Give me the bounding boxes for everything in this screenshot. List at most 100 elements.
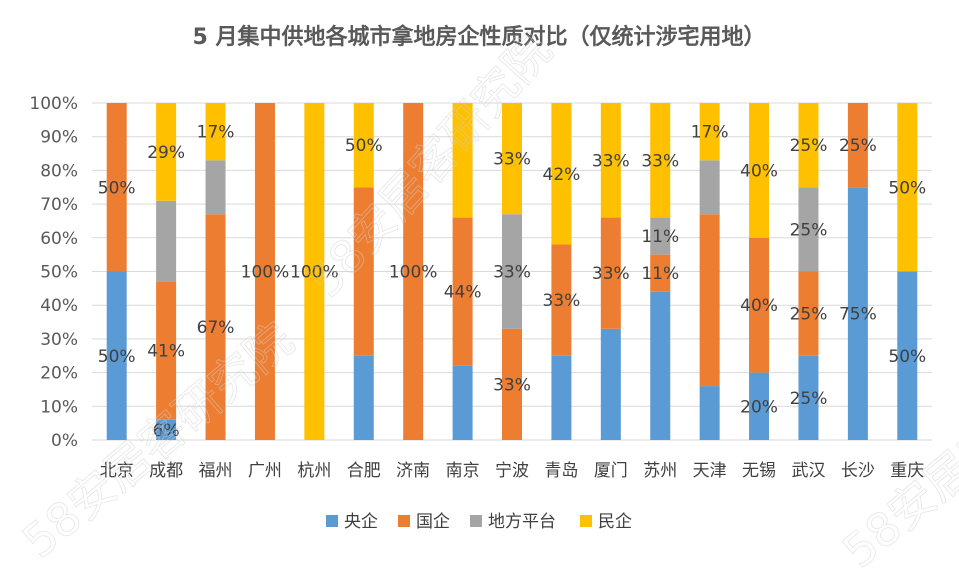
bar-segment [897, 271, 918, 440]
data-label: 50% [98, 178, 136, 198]
x-category-label: 武汉 [791, 461, 825, 481]
y-tick-label: 40% [40, 296, 78, 316]
bar-segment [205, 214, 226, 440]
bar-segment [353, 355, 374, 440]
legend: 央企 国企 地方平台 民企 [326, 512, 632, 532]
data-label: 100% [389, 263, 438, 283]
data-label: 50% [888, 178, 926, 198]
x-category-label: 苏州 [643, 461, 677, 481]
bar-segment [650, 291, 671, 440]
y-tick-label: 60% [40, 229, 78, 249]
bar-segment [749, 103, 770, 238]
data-label: 29% [147, 143, 185, 163]
data-label: 11% [641, 227, 679, 247]
bar-segment [502, 328, 522, 440]
bar-segment [502, 103, 522, 215]
y-tick-label: 50% [40, 263, 78, 283]
chart-title: 5 月集中供地各城市拿地房企性质对比（仅统计涉宅用地） [193, 24, 766, 50]
bar-segment [749, 237, 770, 373]
bar-segment [254, 103, 275, 440]
legend-label: 地方平台 [488, 512, 556, 532]
x-category-label: 青岛 [544, 461, 578, 481]
data-labels: 50%50%6%41%29%67%17%100% 100%50%100%44%33… [98, 123, 926, 441]
bar-segment [403, 103, 424, 440]
y-tick-label: 70% [40, 195, 78, 215]
bar-segment [798, 103, 819, 188]
data-label: 33% [493, 375, 531, 395]
x-category-label: 合肥 [347, 461, 381, 481]
x-category-label: 广州 [248, 461, 282, 481]
bar-segment [502, 214, 522, 329]
data-label: 40% [740, 161, 778, 181]
y-tick-label: 20% [40, 364, 78, 384]
y-tick-label: 90% [40, 128, 78, 148]
bar-segment [749, 372, 770, 440]
bar-segment [205, 103, 226, 161]
x-axis-categories: 北京 成都 福州 广州 杭州 合肥 济南 南京 宁波 青岛 厦门 苏州 天津 无锡 武汉 长沙 重庆 [100, 461, 925, 481]
data-label: 6% [153, 421, 180, 441]
bar-segment [353, 103, 374, 188]
bar-segment [699, 103, 720, 161]
data-label: 25% [790, 136, 828, 156]
bar-segment [452, 365, 473, 440]
x-category-label: 宁波 [495, 461, 529, 481]
bar-segment [798, 187, 819, 272]
x-category-label: 重庆 [890, 461, 924, 481]
bar-segment [156, 200, 177, 282]
data-label: 41% [147, 342, 185, 362]
bar-segment [650, 217, 671, 255]
bar-segment [699, 386, 720, 440]
data-label: 33% [493, 150, 531, 170]
data-label: 42% [543, 165, 581, 185]
bar-segment [600, 103, 621, 218]
data-label: 50% [98, 347, 136, 367]
bar-segment [353, 187, 374, 356]
bar-segment [699, 214, 720, 387]
y-tick-label: 80% [40, 161, 78, 181]
bar-segment [847, 103, 868, 188]
x-category-label: 长沙 [841, 461, 875, 481]
data-label: 33% [493, 263, 531, 283]
bar-segment [205, 160, 226, 215]
bar-segment [452, 103, 473, 218]
bar-segment [650, 254, 671, 292]
legend-swatch [580, 515, 592, 527]
data-label: 33% [592, 151, 630, 171]
bar-segment [106, 271, 127, 440]
bar-segment [600, 217, 621, 329]
y-tick-label: 0% [51, 431, 78, 451]
data-label: 17% [197, 123, 235, 143]
bar-segment [156, 281, 177, 420]
data-label: 33% [641, 151, 679, 171]
legend-label: 民企 [598, 512, 632, 532]
data-label: 50% [345, 136, 383, 156]
data-label: 25% [790, 305, 828, 325]
bar-segment [897, 103, 918, 272]
bar-segment [798, 355, 819, 440]
data-label: 25% [790, 389, 828, 409]
data-label: 33% [543, 291, 581, 311]
legend-label: 央企 [344, 512, 378, 532]
data-label: 44% [444, 283, 482, 303]
bar-segment [551, 244, 572, 356]
data-label: 17% [691, 123, 729, 143]
data-label: 11% [641, 264, 679, 284]
bar-segment [551, 103, 572, 245]
x-category-label: 天津 [693, 461, 727, 481]
x-category-label: 南京 [446, 461, 480, 481]
legend-swatch [326, 515, 338, 527]
x-category-label: 成都 [149, 461, 183, 481]
data-label: 33% [592, 264, 630, 284]
data-label: 75% [839, 305, 877, 325]
bar-segment [106, 103, 127, 272]
data-label: 100% [241, 263, 290, 283]
bar-segment [304, 103, 325, 440]
data-label: 40% [740, 296, 778, 316]
bar-segment [452, 217, 473, 366]
bar-segment [551, 355, 572, 440]
bars [106, 103, 918, 440]
data-label: 100% [290, 263, 339, 283]
x-category-label: 无锡 [742, 461, 776, 481]
bar-segment [847, 187, 868, 440]
